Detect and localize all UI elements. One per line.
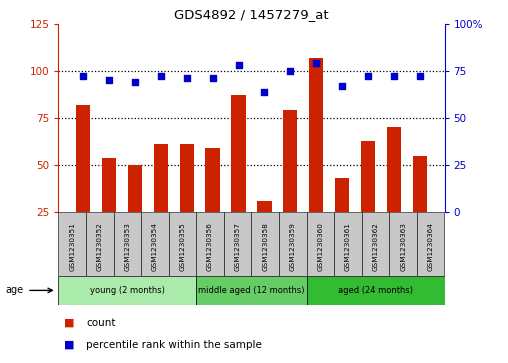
Bar	[76, 105, 90, 260]
Bar	[224, 212, 251, 276]
Bar	[180, 144, 194, 260]
Bar	[362, 212, 389, 276]
Bar	[196, 212, 224, 276]
Text: middle aged (12 months): middle aged (12 months)	[198, 286, 305, 295]
Text: GSM1230355: GSM1230355	[179, 222, 185, 271]
Point	[416, 74, 424, 79]
Bar	[417, 212, 444, 276]
Text: GSM1230364: GSM1230364	[428, 222, 434, 271]
Text: GSM1230358: GSM1230358	[262, 222, 268, 271]
Text: GSM1230362: GSM1230362	[372, 222, 378, 271]
Title: GDS4892 / 1457279_at: GDS4892 / 1457279_at	[174, 8, 329, 21]
Text: GSM1230353: GSM1230353	[124, 222, 131, 271]
Bar	[307, 212, 334, 276]
Bar	[335, 178, 349, 260]
Point	[157, 74, 165, 79]
Point	[79, 74, 87, 79]
Bar	[169, 212, 196, 276]
Point	[364, 74, 372, 79]
Bar	[251, 212, 279, 276]
Point	[338, 83, 346, 89]
Text: ■: ■	[64, 340, 78, 350]
Point	[105, 77, 113, 83]
Bar	[205, 148, 220, 260]
Bar	[309, 58, 323, 260]
Text: young (2 months): young (2 months)	[90, 286, 165, 295]
Text: ■: ■	[64, 318, 78, 328]
Text: GSM1230357: GSM1230357	[235, 222, 241, 271]
Bar	[141, 212, 169, 276]
Point	[183, 76, 191, 81]
Text: GSM1230363: GSM1230363	[400, 222, 406, 271]
Bar	[387, 127, 401, 260]
Text: aged (24 months): aged (24 months)	[338, 286, 413, 295]
Bar	[86, 212, 114, 276]
Bar	[58, 276, 196, 305]
Text: GSM1230354: GSM1230354	[152, 222, 158, 271]
Point	[286, 68, 294, 74]
Text: GSM1230352: GSM1230352	[97, 222, 103, 271]
Bar	[196, 276, 307, 305]
Bar	[283, 110, 298, 260]
Point	[209, 76, 217, 81]
Bar	[257, 201, 272, 260]
Bar	[114, 212, 141, 276]
Text: age: age	[5, 285, 23, 295]
Bar	[58, 212, 86, 276]
Bar	[361, 140, 375, 260]
Point	[390, 74, 398, 79]
Bar	[154, 144, 168, 260]
Bar	[102, 158, 116, 260]
Text: count: count	[86, 318, 116, 328]
Bar	[128, 165, 142, 260]
Text: GSM1230356: GSM1230356	[207, 222, 213, 271]
Bar	[307, 276, 444, 305]
Text: GSM1230351: GSM1230351	[69, 222, 75, 271]
Bar	[231, 95, 246, 260]
Bar	[389, 212, 417, 276]
Point	[235, 62, 243, 68]
Point	[260, 89, 268, 94]
Bar	[279, 212, 307, 276]
Bar	[334, 212, 362, 276]
Text: GSM1230359: GSM1230359	[290, 222, 296, 271]
Text: percentile rank within the sample: percentile rank within the sample	[86, 340, 262, 350]
Text: GSM1230361: GSM1230361	[345, 222, 351, 271]
Bar	[412, 156, 427, 260]
Point	[312, 60, 320, 66]
Point	[131, 79, 139, 85]
Text: GSM1230360: GSM1230360	[318, 222, 324, 271]
